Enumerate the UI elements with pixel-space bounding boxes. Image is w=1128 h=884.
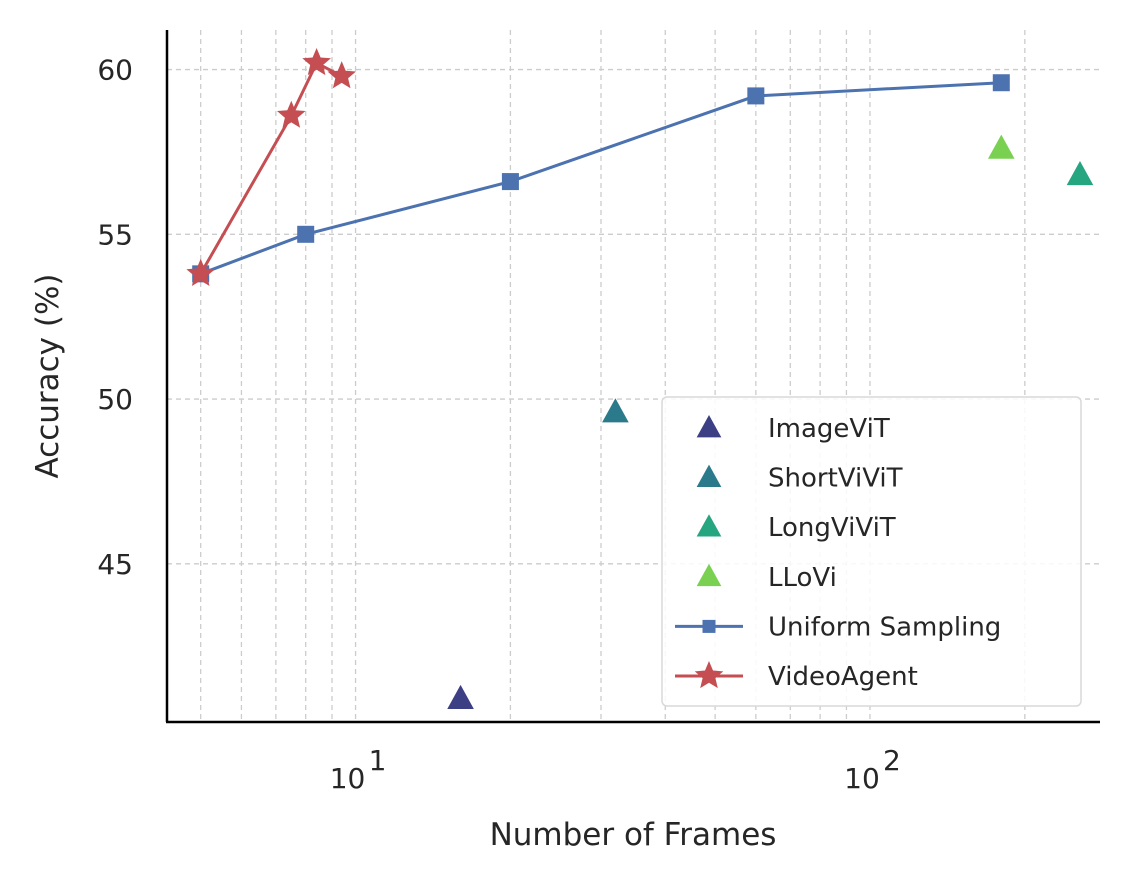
x-axis-label: Number of Frames bbox=[490, 817, 777, 853]
uniform-sampling-point bbox=[297, 225, 315, 243]
legend-marker bbox=[696, 514, 722, 537]
series-uniform-sampling bbox=[192, 74, 1010, 283]
legend-label: VideoAgent bbox=[768, 662, 918, 692]
longvivit-point bbox=[1066, 160, 1094, 186]
x-tick-label: 10 bbox=[844, 762, 880, 795]
legend-label: LLoVi bbox=[768, 563, 837, 593]
y-tick-label: 60 bbox=[97, 54, 133, 87]
x-tick-label: 10 bbox=[330, 762, 366, 795]
legend-marker bbox=[696, 415, 722, 438]
y-tick-label: 50 bbox=[97, 383, 133, 416]
series-imagevit bbox=[447, 684, 474, 710]
legend-entry-uniform-sampling: Uniform Sampling bbox=[675, 612, 1001, 642]
llovi-point bbox=[987, 134, 1015, 159]
videoagent-point bbox=[277, 100, 306, 128]
legend-entry-llovi: LLoVi bbox=[696, 563, 837, 593]
legend-marker bbox=[696, 464, 722, 487]
legend-label: ShortViViT bbox=[768, 464, 903, 494]
series-llovi bbox=[987, 134, 1015, 159]
legend: ImageViT ShortViViT LongViViT LLoVi Uniform … bbox=[661, 396, 1082, 707]
x-tick-exponent: 2 bbox=[883, 744, 901, 777]
series-longvivit bbox=[1066, 160, 1094, 186]
series-videoagent bbox=[186, 48, 356, 286]
legend-label: ImageViT bbox=[768, 414, 890, 444]
series-layer bbox=[186, 48, 1094, 710]
legend-marker bbox=[696, 563, 722, 587]
legend-entry-shortvivit: ShortViViT bbox=[696, 464, 903, 494]
axes bbox=[165, 30, 1100, 724]
series-shortvivit bbox=[602, 398, 629, 423]
legend-label: Uniform Sampling bbox=[768, 612, 1001, 642]
uniform-sampling-point bbox=[992, 74, 1010, 92]
x-tick-exponent: 1 bbox=[369, 744, 387, 777]
legend-marker bbox=[702, 619, 716, 633]
legend-label: LongViViT bbox=[768, 513, 896, 543]
videoagent-point bbox=[327, 61, 356, 89]
legend-marker bbox=[694, 661, 724, 689]
y-tick-label: 45 bbox=[97, 548, 133, 581]
shortvivit-point bbox=[602, 398, 629, 423]
legend-entry-videoagent: VideoAgent bbox=[675, 661, 918, 692]
imagevit-point bbox=[447, 684, 474, 710]
legend-entry-imagevit: ImageViT bbox=[696, 414, 890, 444]
legend-box bbox=[661, 396, 1082, 707]
videoagent-line bbox=[199, 60, 343, 275]
videoagent-point bbox=[186, 258, 215, 286]
uniform-sampling-point bbox=[501, 173, 519, 191]
y-axis-label: Accuracy (%) bbox=[30, 273, 66, 478]
legend-entry-longvivit: LongViViT bbox=[696, 513, 896, 543]
y-tick-label: 55 bbox=[97, 218, 133, 251]
uniform-sampling-point bbox=[747, 87, 765, 105]
videoagent-point bbox=[302, 48, 331, 76]
